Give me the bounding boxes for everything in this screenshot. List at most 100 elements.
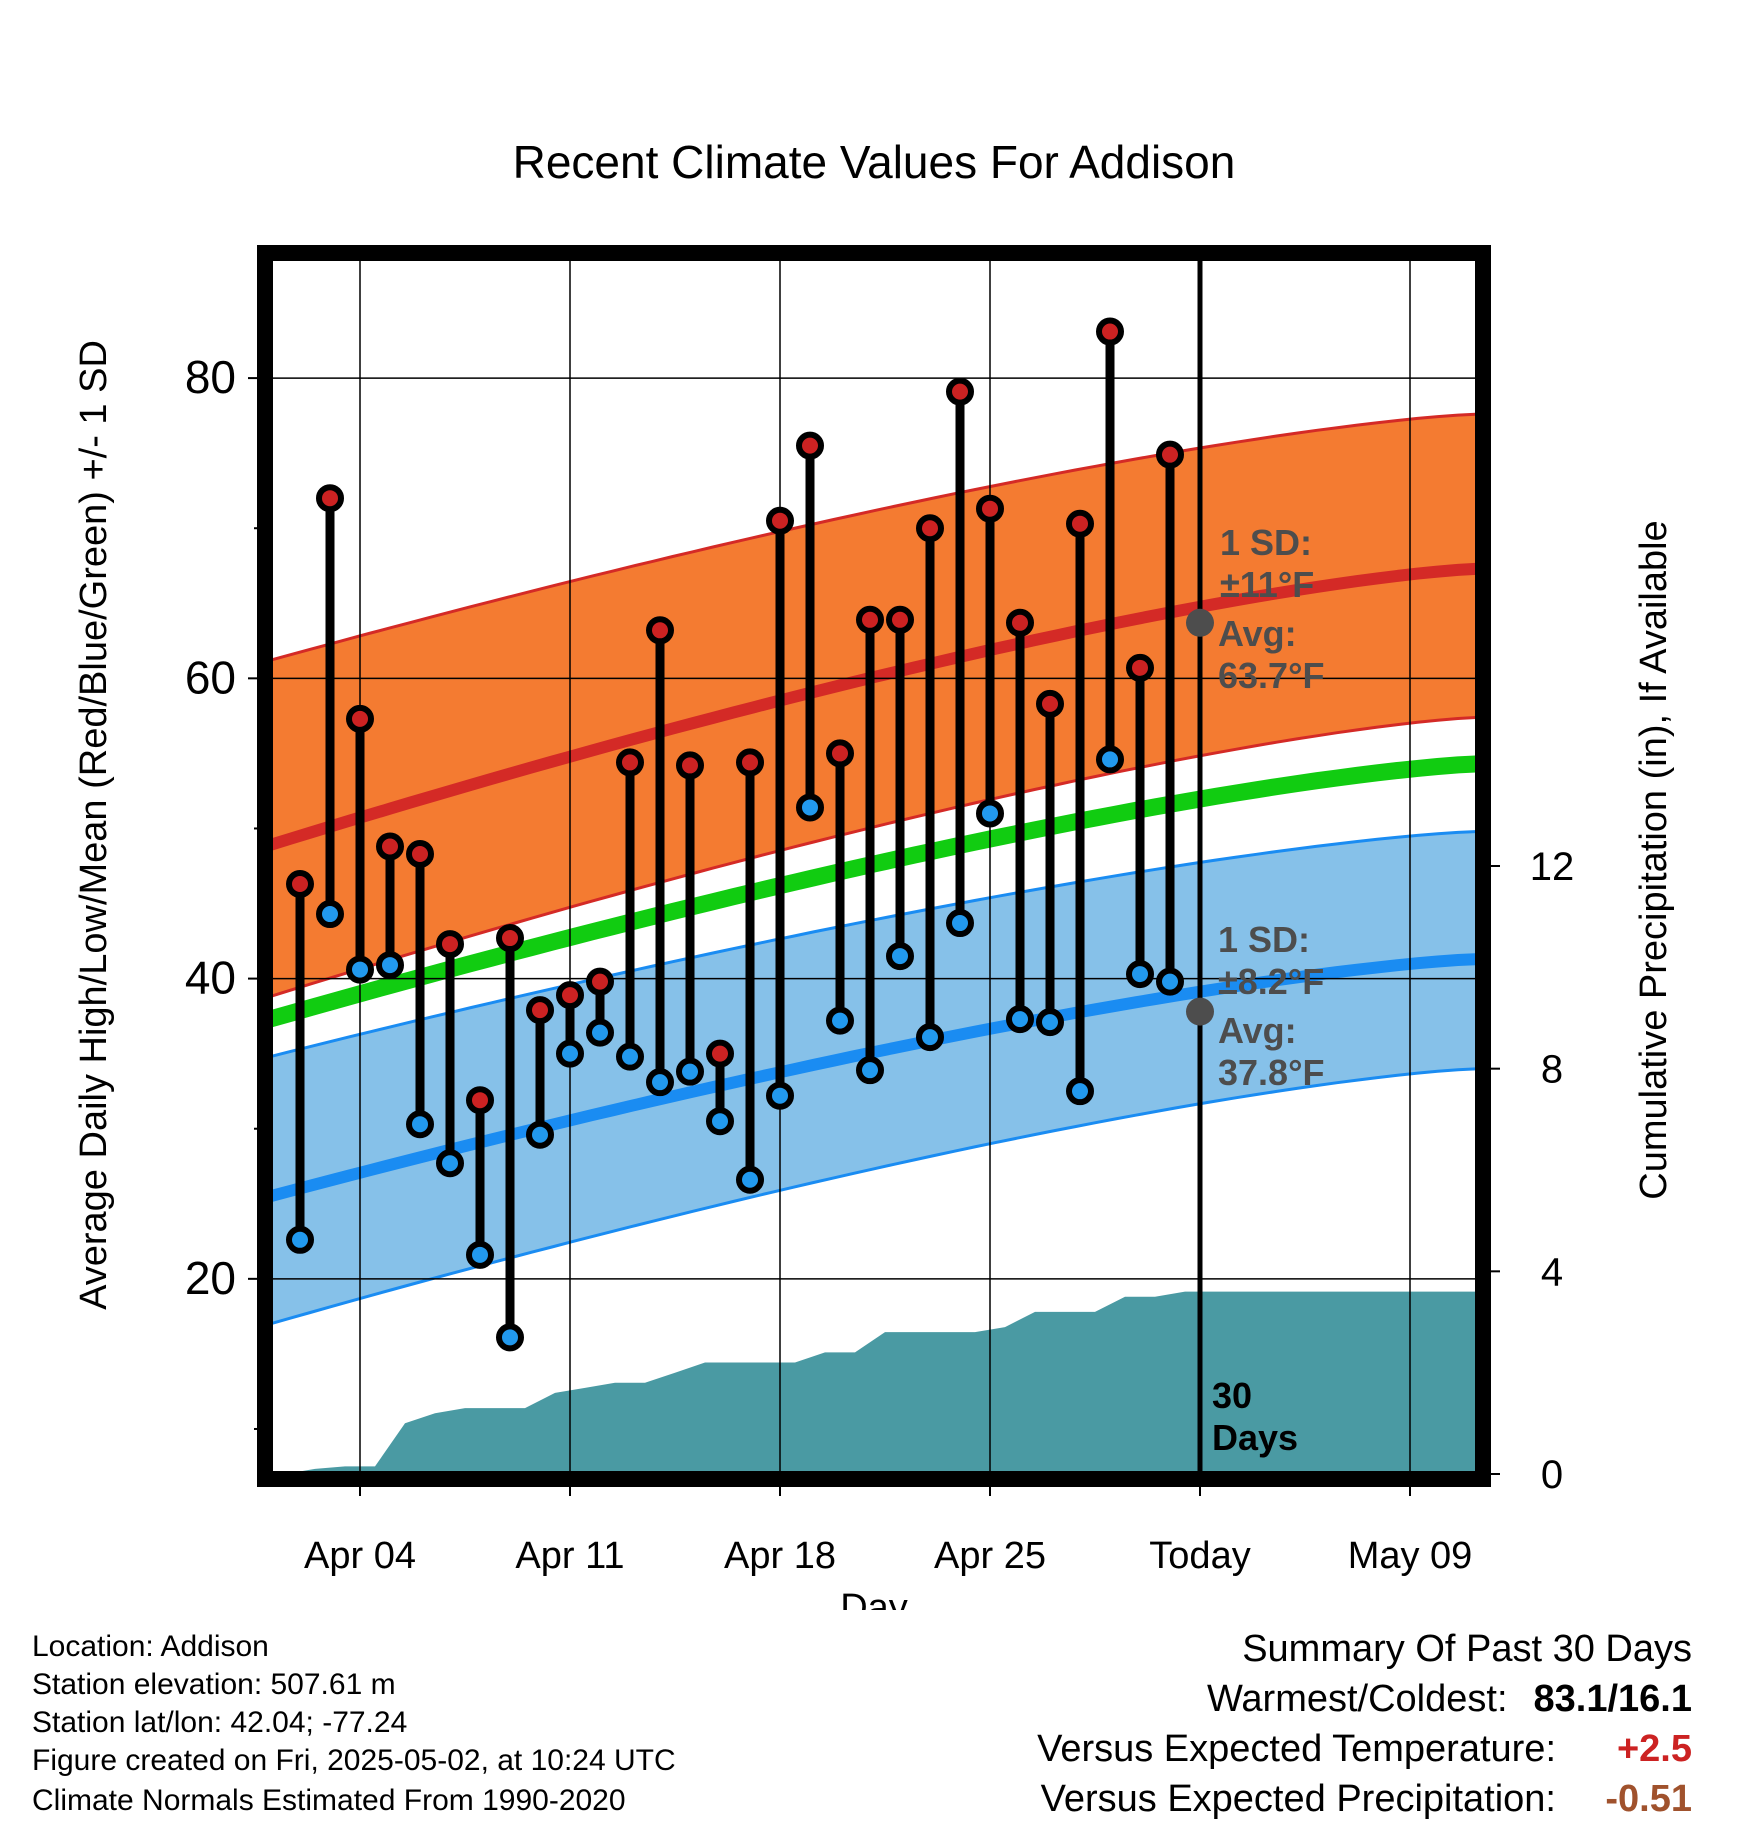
daily-low-point bbox=[466, 1240, 494, 1269]
precip-value: -0.51 bbox=[1605, 1778, 1692, 1820]
daily-high-point bbox=[976, 494, 1004, 523]
daily-low-point bbox=[826, 1006, 854, 1035]
y2-tick-label: 8 bbox=[1541, 1048, 1563, 1092]
x-tick-label: Apr 25 bbox=[934, 1535, 1046, 1577]
daily-low-point bbox=[796, 793, 824, 822]
summary-title: Summary Of Past 30 Days bbox=[1242, 1628, 1692, 1670]
daily-low-point bbox=[976, 799, 1004, 828]
precip-label: Versus Expected Precipitation: bbox=[1040, 1778, 1556, 1820]
daily-high-point bbox=[736, 748, 764, 777]
x-tick-label: Apr 18 bbox=[724, 1535, 836, 1577]
daily-low-point bbox=[376, 951, 404, 980]
daily-low-point bbox=[616, 1042, 644, 1071]
location-text: Location: Addison bbox=[32, 1630, 269, 1663]
daily-low-point bbox=[496, 1323, 524, 1352]
daily-low-point bbox=[556, 1039, 584, 1068]
y-tick-label: 40 bbox=[185, 952, 236, 1004]
axes: Apr 04 Apr 11 Apr 18 Apr 25 Today May 0920406… bbox=[185, 245, 1575, 1577]
daily-high-point bbox=[1036, 689, 1064, 718]
daily-high-point bbox=[916, 514, 944, 543]
x-tick-label: May 09 bbox=[1348, 1535, 1473, 1577]
x-tick-label: Apr 11 bbox=[515, 1535, 624, 1577]
high-avg-label: Avg: bbox=[1218, 613, 1297, 654]
precipitation-area bbox=[285, 1291, 1478, 1474]
low-sd-label: 1 SD: bbox=[1218, 919, 1310, 960]
x-tick-label: Apr 04 bbox=[304, 1535, 416, 1577]
daily-low-point bbox=[946, 909, 974, 938]
y2-tick-label: 4 bbox=[1541, 1250, 1563, 1294]
warm-cold-value: 83.1/16.1 bbox=[1533, 1678, 1692, 1720]
daily-high-point bbox=[406, 839, 434, 868]
daily-high-point bbox=[1066, 509, 1094, 538]
daily-high-point bbox=[316, 484, 344, 513]
high-sd-upper-edge bbox=[269, 412, 1479, 662]
warm-cold-label: Warmest/Coldest: bbox=[1206, 1678, 1508, 1720]
low-avg-label: Avg: bbox=[1218, 1010, 1297, 1051]
daily-low-point bbox=[436, 1149, 464, 1178]
daily-low-point bbox=[526, 1120, 554, 1149]
y2-tick-label: 12 bbox=[1530, 845, 1575, 889]
daily-high-point bbox=[856, 605, 884, 634]
daily-low-point bbox=[766, 1081, 794, 1110]
summary-temp: Versus Expected Temperature: +2.5 bbox=[1037, 1728, 1692, 1771]
chart-title: Recent Climate Values For Addison bbox=[513, 136, 1236, 188]
daily-high-point bbox=[616, 748, 644, 777]
daily-high-point bbox=[886, 605, 914, 634]
low-sd-lower-edge bbox=[269, 1067, 1479, 1326]
daily-low-point bbox=[286, 1225, 314, 1254]
low-avg-value: 37.8°F bbox=[1218, 1052, 1324, 1093]
daily-low-point bbox=[406, 1110, 434, 1139]
daily-high-point bbox=[286, 870, 314, 899]
daily-high-point bbox=[346, 704, 374, 733]
daily-high-point bbox=[766, 506, 794, 535]
high-avg-value: 63.7°F bbox=[1218, 655, 1324, 696]
daily-low-point bbox=[1036, 1008, 1064, 1037]
daily-low-point bbox=[706, 1107, 734, 1136]
y-tick-label: 60 bbox=[185, 651, 236, 703]
daily-high-point bbox=[436, 930, 464, 959]
high-sd-value: ±11°F bbox=[1220, 564, 1314, 605]
normals-text: Climate Normals Estimated From 1990-2020 bbox=[32, 1784, 626, 1817]
daily-low-point bbox=[1156, 967, 1184, 996]
y-axis-label: Average Daily High/Low/Mean (Red/Blue/Gr… bbox=[73, 340, 115, 1310]
daily-low-point bbox=[856, 1056, 884, 1085]
daily-low-point bbox=[1066, 1077, 1094, 1106]
y-tick-label: 80 bbox=[185, 351, 236, 403]
y2-axis-label: Cumulative Precipitation (in), If Availa… bbox=[1633, 520, 1675, 1199]
daily-low-point bbox=[646, 1068, 674, 1097]
y2-tick-label: 0 bbox=[1541, 1453, 1563, 1497]
temp-value: +2.5 bbox=[1616, 1728, 1692, 1770]
daily-high-point bbox=[496, 924, 524, 953]
daily-low-point bbox=[1096, 745, 1124, 774]
daily-high-point bbox=[1096, 317, 1124, 346]
x-tick-label: Today bbox=[1149, 1535, 1250, 1577]
daily-high-point bbox=[556, 981, 584, 1010]
daily-high-point bbox=[796, 431, 824, 460]
daily-high-point bbox=[586, 967, 614, 996]
elevation-text: Station elevation: 507.61 m bbox=[32, 1668, 396, 1701]
daily-high-point bbox=[466, 1086, 494, 1115]
low-sd-value: ±8.2°F bbox=[1218, 961, 1324, 1002]
today-high-avg-marker bbox=[1186, 608, 1214, 637]
created-text: Figure created on Fri, 2025-05-02, at 10… bbox=[32, 1744, 676, 1777]
daily-low-point bbox=[886, 942, 914, 971]
daily-low-point bbox=[346, 955, 374, 984]
daily-high-point bbox=[706, 1039, 734, 1068]
latlon-text: Station lat/lon: 42.04; -77.24 bbox=[32, 1706, 408, 1739]
daily-low-point bbox=[316, 900, 344, 929]
daily-high-point bbox=[646, 616, 674, 645]
daily-low-point bbox=[916, 1023, 944, 1052]
y-tick-label: 20 bbox=[185, 1252, 236, 1304]
daily-high-point bbox=[1156, 440, 1184, 469]
summary-precip: Versus Expected Precipitation: -0.51 bbox=[1041, 1778, 1692, 1821]
daily-low-point bbox=[586, 1018, 614, 1047]
x-axis-label: Day bbox=[840, 1587, 908, 1610]
daily-high-point bbox=[526, 996, 554, 1025]
days-count: 30 bbox=[1212, 1375, 1252, 1416]
high-sd-label: 1 SD: bbox=[1220, 522, 1312, 563]
days-label: Days bbox=[1212, 1417, 1298, 1458]
daily-high-point bbox=[676, 751, 704, 780]
daily-high-point bbox=[376, 832, 404, 861]
